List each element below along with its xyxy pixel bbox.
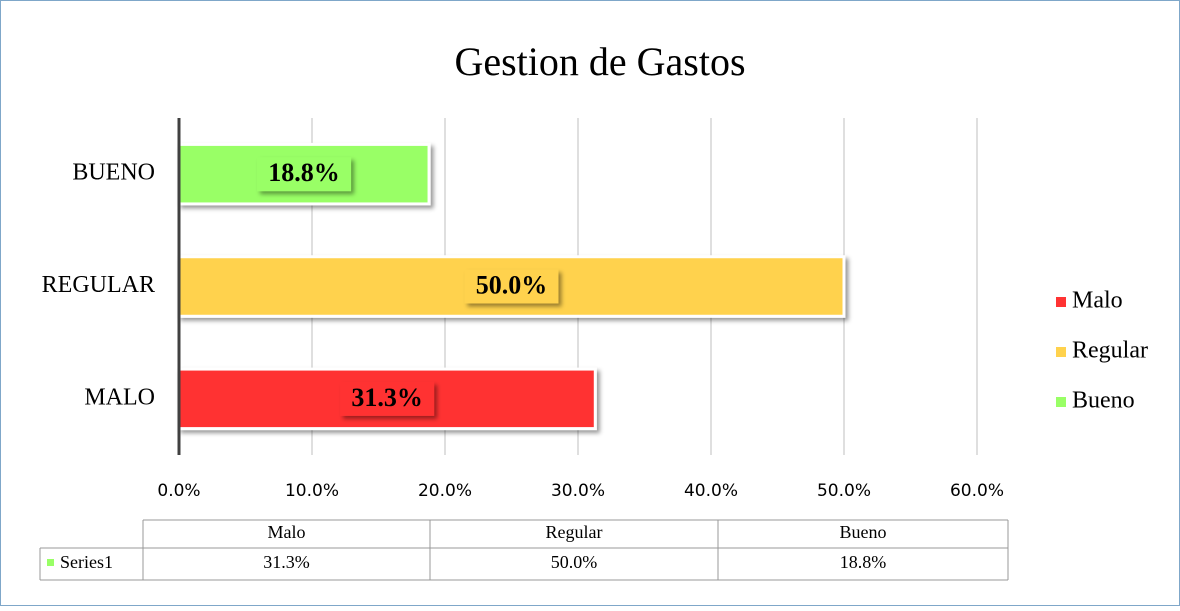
category-label: REGULAR: [42, 272, 155, 298]
legend-label: Malo: [1072, 288, 1123, 314]
data-label: 50.0%: [476, 270, 548, 299]
table-header: Regular: [546, 522, 603, 542]
table-header: Malo: [268, 522, 306, 542]
data-label: 31.3%: [351, 383, 423, 412]
x-tick-label: 60.0%: [950, 481, 1004, 501]
legend-swatch: [1056, 397, 1066, 407]
legend-label: Regular: [1072, 338, 1148, 364]
table-cell: 18.8%: [840, 552, 887, 572]
category-label: BUENO: [72, 160, 155, 186]
data-label: 18.8%: [268, 158, 340, 187]
x-tick-label: 40.0%: [684, 481, 738, 501]
data-label-box: [340, 381, 435, 416]
legend-swatch: [1056, 297, 1066, 307]
x-tick-label: 50.0%: [817, 481, 871, 501]
legend-label: Bueno: [1072, 388, 1135, 414]
x-tick-label: 30.0%: [551, 481, 605, 501]
x-tick-label: 0.0%: [157, 481, 200, 501]
table-cell: 50.0%: [551, 552, 598, 572]
data-label-box: [464, 269, 559, 304]
category-label: MALO: [84, 384, 155, 410]
data-label-box: [257, 157, 352, 192]
chart-title: Gestion de Gastos: [454, 39, 745, 84]
table-series-name: Series1: [60, 552, 113, 572]
table-cell: 31.3%: [263, 552, 310, 572]
x-tick-label: 20.0%: [418, 481, 472, 501]
table-header: Bueno: [840, 522, 887, 542]
legend-swatch: [1056, 347, 1066, 357]
x-tick-label: 10.0%: [285, 481, 339, 501]
table-legend-key: [47, 559, 54, 566]
